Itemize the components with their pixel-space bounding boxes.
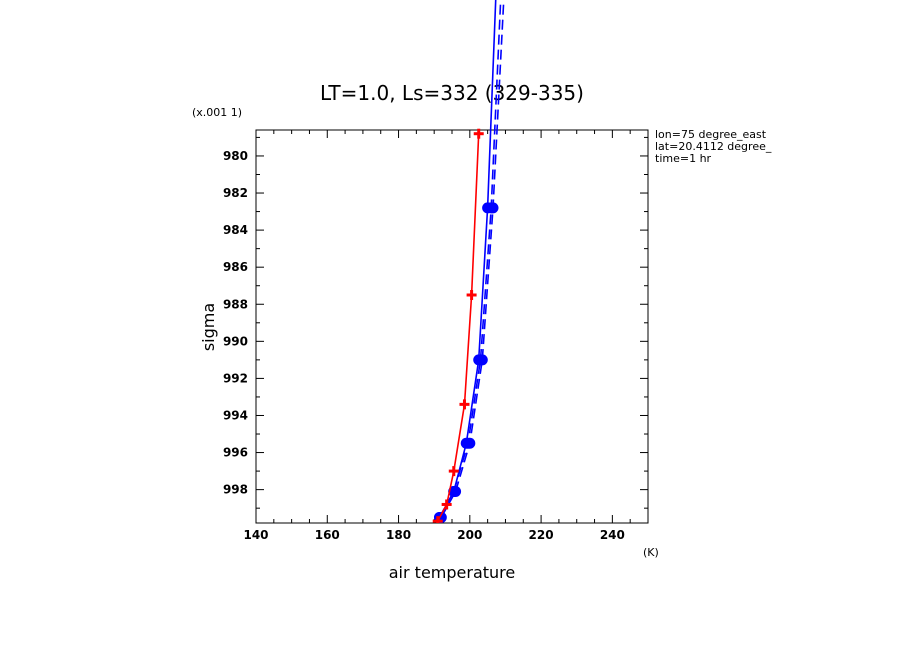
y-axis: 980 982 984 986 988 990 992 994 996 998 [223, 136, 648, 509]
annotation-line: time=1 hr [655, 152, 712, 165]
y-tick-label: 986 [223, 260, 248, 274]
series-line [436, 133, 480, 522]
data-point [448, 485, 460, 497]
x-tick-label: 140 [243, 528, 268, 542]
series-layer [432, 0, 505, 523]
y-tick-label: 984 [223, 223, 248, 237]
data-point [460, 437, 472, 449]
y-tick-label: 990 [223, 334, 248, 348]
y-tick-label: 982 [223, 186, 248, 200]
y-tick-label: 998 [223, 483, 248, 497]
y-axis-label: sigma [199, 303, 218, 351]
x-tick-label: 160 [315, 528, 340, 542]
data-point [473, 354, 485, 366]
y-scale-note: (x.001 1) [192, 106, 242, 119]
annotation-line: lat=20.4112 degree_ [655, 140, 772, 153]
x-tick-label: 220 [529, 528, 554, 542]
annotation-line: lon=75 degree_east [655, 128, 767, 141]
x-units-label: (K) [643, 546, 659, 559]
data-point [482, 202, 494, 214]
x-axis: 140 160 180 200 220 240 [243, 130, 649, 542]
x-tick-label: 180 [386, 528, 411, 542]
x-tick-label: 240 [600, 528, 625, 542]
series-line [440, 0, 505, 518]
y-tick-label: 992 [223, 371, 248, 385]
x-tick-label: 200 [457, 528, 482, 542]
y-tick-label: 980 [223, 149, 248, 163]
chart-title: LT=1.0, Ls=332 (329-335) [320, 81, 584, 105]
y-tick-label: 996 [223, 446, 248, 460]
plot-frame [255, 129, 649, 524]
y-tick-label: 988 [223, 297, 248, 311]
x-axis-label: air temperature [389, 563, 515, 582]
y-tick-label: 994 [223, 408, 248, 422]
